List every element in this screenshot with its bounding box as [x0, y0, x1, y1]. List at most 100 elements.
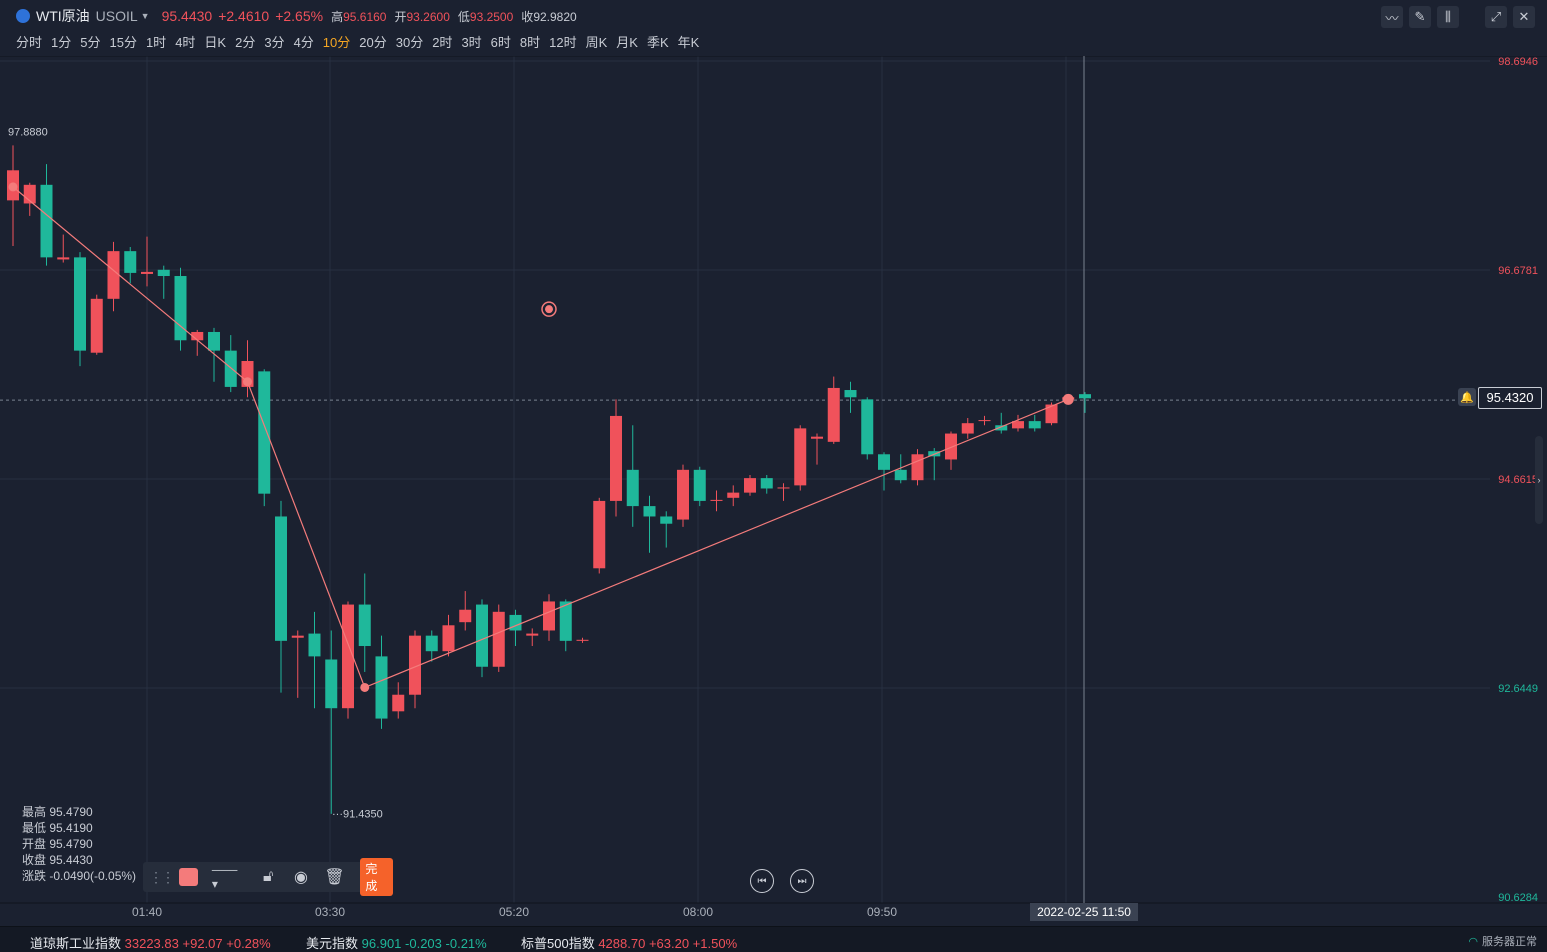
candle-body — [325, 659, 338, 709]
candle-body — [375, 656, 388, 719]
done-button[interactable]: 完成 — [360, 858, 394, 896]
line-style-dropdown[interactable]: ─── ▾ — [211, 863, 238, 891]
line-color-swatch[interactable] — [179, 868, 198, 886]
trend-point — [360, 682, 370, 692]
indicator-icon[interactable]: 〰 — [1381, 6, 1403, 28]
period-tab-12[interactable]: 30分 — [395, 35, 424, 50]
ohlc-row: 最高 95.4790 — [22, 805, 93, 819]
candle-body — [258, 371, 271, 494]
ohlc-row: 最低 95.4190 — [22, 821, 93, 835]
fullscreen-icon[interactable]: ⤢ — [1485, 6, 1507, 28]
period-tab-16[interactable]: 8时 — [519, 35, 541, 50]
candle-body — [392, 694, 405, 712]
trend-point — [243, 377, 252, 387]
ohlc-row: 开盘 95.4790 — [22, 837, 93, 851]
price-change: +2.4610 — [218, 8, 270, 24]
unlock-icon[interactable]: 🔓︎ — [262, 868, 274, 885]
candle-body — [945, 433, 957, 460]
time-axis-label: 03:30 — [315, 905, 345, 919]
period-tab-3[interactable]: 15分 — [109, 35, 137, 50]
footer-item-sp500[interactable]: 标普500指数 4288.70 +63.20 +1.50% — [521, 936, 738, 951]
period-tab-1[interactable]: 1分 — [51, 35, 72, 50]
candle-body — [894, 469, 907, 481]
candlestick-chart[interactable]: 98.6946 96.6781 94.6615 92.6449 90.6284 01:40… — [0, 56, 1547, 926]
period-tab-17[interactable]: 12时 — [549, 35, 577, 50]
close-icon[interactable]: ✕ — [1513, 6, 1535, 28]
period-tab-7[interactable]: 2分 — [235, 35, 256, 50]
period-tab-20[interactable]: 季K — [646, 35, 669, 50]
time-axis-label: 01:40 — [132, 905, 162, 919]
period-tab-0[interactable]: 分时 — [16, 35, 43, 50]
stat-low: 低93.2500 — [457, 9, 514, 24]
candle-body — [459, 609, 472, 623]
chevron-down-icon[interactable]: ▼ — [140, 11, 150, 21]
candle-body — [224, 350, 237, 387]
chevron-right-icon[interactable]: › — [1535, 436, 1543, 524]
period-tab-15[interactable]: 6时 — [490, 35, 511, 50]
period-tab-2[interactable]: 5分 — [80, 35, 101, 50]
candle-body — [911, 454, 924, 481]
eye-icon[interactable]: ◉ — [293, 869, 308, 886]
candle-body — [1028, 421, 1041, 429]
drawing-toolbar: ⋮⋮ ─── ▾ 🔓︎ ◉ 🗑︎ 完成 — [143, 858, 394, 896]
trash-icon[interactable]: 🗑︎ — [324, 869, 345, 886]
symbol-code[interactable]: USOIL — [95, 8, 138, 24]
period-tab-10[interactable]: 10分 — [322, 35, 351, 50]
price-axis-label: 98.6946 — [1498, 56, 1538, 68]
symbol-bar: WTI原油 USOIL ▼ 95.4430 +2.4610 +2.65% 高95… — [16, 6, 577, 26]
candle-body — [174, 276, 187, 341]
footer-item-dow[interactable]: 道琼斯工业指数 33223.83 +92.07 +0.28% — [30, 936, 271, 951]
period-tab-21[interactable]: 年K — [677, 35, 700, 50]
period-high-label: 97.8880 — [8, 127, 48, 139]
time-axis-label: 08:00 — [683, 905, 713, 919]
period-tab-11[interactable]: 20分 — [359, 35, 387, 50]
ohlc-row: 收盘 95.4430 — [22, 853, 93, 867]
period-tab-6[interactable]: 日K — [204, 35, 227, 50]
candle-body — [442, 625, 455, 652]
candle-body — [74, 257, 86, 351]
bell-icon[interactable]: 🔔 — [1458, 388, 1476, 406]
candle-body — [660, 516, 673, 524]
candle-type-icon[interactable]: ⫼ — [1437, 6, 1459, 28]
stat-high: 高95.6160 — [331, 9, 387, 24]
candle-body — [409, 635, 421, 695]
trend-point — [1062, 393, 1074, 405]
candle-body — [492, 611, 505, 667]
price-axis-label: 92.6449 — [1498, 683, 1538, 695]
candle-body — [141, 271, 153, 274]
period-tab-8[interactable]: 3分 — [264, 35, 285, 50]
candle-body — [961, 423, 974, 434]
candle-body — [794, 428, 807, 486]
footer-item-dxy[interactable]: 美元指数 96.901 -0.203 -0.21% — [306, 936, 487, 951]
period-tab-13[interactable]: 2时 — [432, 35, 453, 50]
ohlc-panel: 最高 95.4790 最低 95.4190 开盘 95.4790 收盘 95.4430… — [22, 804, 136, 884]
chart-header: WTI原油 USOIL ▼ 95.4430 +2.4610 +2.65% 高95… — [0, 0, 1547, 56]
skip-back-icon[interactable]: ⏮ — [750, 869, 774, 893]
period-tab-19[interactable]: 月K — [616, 35, 638, 50]
draw-icon[interactable]: ✎ — [1409, 6, 1431, 28]
drag-handle-icon[interactable]: ⋮⋮ — [149, 868, 175, 885]
candle-body — [208, 331, 220, 351]
candle-body — [1045, 404, 1058, 424]
skip-forward-icon[interactable]: ⏭ — [790, 869, 814, 893]
candle-body — [526, 633, 539, 636]
price-axis-label: 90.6284 — [1498, 892, 1538, 904]
candle-body — [710, 499, 723, 501]
period-tab-18[interactable]: 周K — [585, 35, 608, 50]
candle-body — [610, 415, 622, 501]
period-tab-14[interactable]: 3时 — [461, 35, 482, 50]
candle-body — [57, 257, 70, 260]
candle-body — [308, 633, 321, 657]
symbol-name[interactable]: WTI原油 — [36, 8, 90, 24]
candle-body — [861, 399, 874, 455]
period-tab-9[interactable]: 4分 — [293, 35, 314, 50]
candle-body — [1012, 421, 1024, 429]
period-tab-4[interactable]: 1时 — [145, 35, 167, 50]
period-tab-5[interactable]: 4时 — [175, 35, 196, 50]
candle-body — [827, 387, 840, 442]
price-change-pct: +2.65% — [275, 8, 324, 24]
candle-body — [844, 390, 857, 398]
server-status: ◠ 服务器正常 — [1468, 936, 1537, 948]
period-low-label: ···91.4350 — [332, 808, 383, 820]
candle-body — [677, 469, 689, 520]
